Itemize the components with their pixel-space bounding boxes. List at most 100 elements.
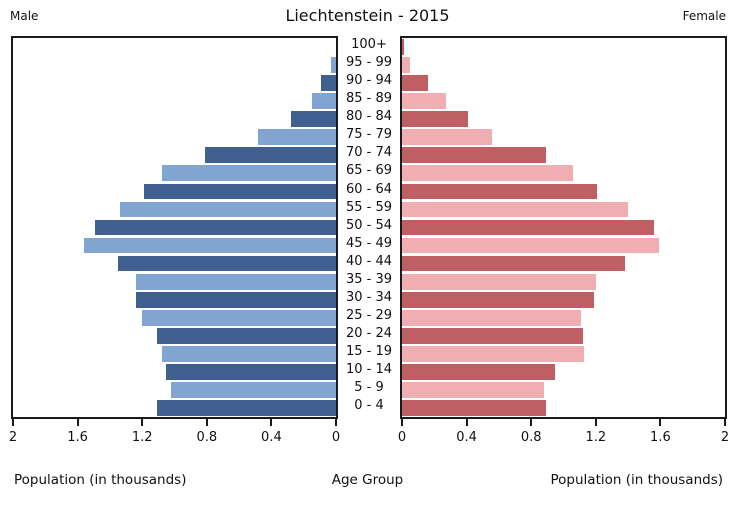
female-axis-ticks [401,419,726,427]
bar-female-70-74 [402,147,546,164]
bar-male-60-64 [143,183,336,200]
age-label-65-69: 65 - 69 [345,163,393,179]
bar-male-80-84 [290,111,336,128]
axis-tick [530,419,533,426]
age-label-0-4: 0 - 4 [354,398,384,414]
bar-female-55-59 [402,201,629,218]
age-label-50-54: 50 - 54 [345,217,393,233]
axis-tick-label: 0 [397,430,407,445]
bar-male-10-14 [166,363,336,380]
axis-tick-label: 1.2 [585,430,607,445]
bar-female-0-4 [402,400,546,416]
bar-female-65-69 [402,165,574,182]
age-label-10-14: 10 - 14 [345,361,393,377]
age-label-75-79: 75 - 79 [345,127,393,143]
age-label-30-34: 30 - 34 [345,289,393,305]
bar-female-10-14 [402,363,556,380]
female-plot-area [400,36,727,419]
age-label-40-44: 40 - 44 [345,253,393,269]
bar-female-90-94 [402,75,428,92]
axis-tick-label: 1.6 [67,430,88,445]
axis-tick [12,419,14,426]
age-label-70-74: 70 - 74 [345,145,393,161]
axis-tick [141,419,144,426]
bar-male-5-9 [171,382,336,398]
axis-tick [659,419,662,426]
bar-male-35-39 [135,273,336,290]
bar-male-55-59 [119,201,336,218]
bar-female-20-24 [402,327,583,344]
bar-female-40-44 [402,255,625,272]
female-axis-tick-labels: 0 0.4 0.8 1.2 1.6 2 [398,430,729,446]
bar-male-45-49 [84,237,336,254]
axis-tick [465,419,468,426]
bar-male-75-79 [258,129,336,146]
age-label-80-84: 80 - 84 [345,109,393,125]
axis-tick-label: 0.4 [456,430,477,445]
bar-female-85-89 [402,93,446,110]
axis-tick-label: 1.6 [650,430,671,445]
bar-female-35-39 [402,273,596,290]
female-side-label: Female [682,9,726,23]
male-axis-ticks [12,419,337,427]
age-label-60-64: 60 - 64 [345,181,393,197]
bar-male-40-44 [117,255,336,272]
bar-female-60-64 [402,183,598,200]
bar-male-25-29 [142,309,336,326]
bar-male-65-69 [161,165,336,182]
bar-male-95-99 [331,57,336,73]
bar-female-25-29 [402,309,582,326]
age-label-100+: 100+ [351,37,387,53]
age-label-95-99: 95 - 99 [345,55,393,71]
age-label-15-19: 15 - 19 [345,343,393,359]
age-label-35-39: 35 - 39 [345,271,393,287]
axis-tick-label: 0.4 [261,430,282,445]
bar-female-75-79 [402,129,493,146]
age-label-55-59: 55 - 59 [345,199,393,215]
age-group-labels-column: 100+ 95 - 99 90 - 94 85 - 89 80 - 84 75 - 79 7… [338,36,400,419]
axis-tick [205,419,208,426]
bar-female-95-99 [402,57,411,73]
bar-female-15-19 [402,345,585,362]
bar-female-50-54 [402,219,654,236]
right-axis-title: Population (in thousands) [550,472,723,488]
chart-title: Liechtenstein - 2015 [285,6,450,25]
left-axis-title: Population (in thousands) [14,472,187,488]
bar-male-15-19 [161,345,336,362]
axis-tick [335,419,337,426]
bar-male-20-24 [156,327,336,344]
axis-tick-label: 0 [331,430,341,445]
age-label-5-9: 5 - 9 [354,380,384,396]
axis-tick-label: 1.2 [131,430,153,445]
age-label-45-49: 45 - 49 [345,235,393,251]
bar-male-50-54 [95,219,336,236]
bar-male-0-4 [156,400,336,416]
axis-tick-label: 0.8 [196,430,218,445]
axis-tick [270,419,273,426]
bar-female-100+ [402,39,404,55]
axis-tick [724,419,726,426]
bar-female-80-84 [402,111,469,128]
age-label-85-89: 85 - 89 [345,91,393,107]
axis-tick [594,419,597,426]
bar-male-85-89 [311,93,336,110]
bar-male-30-34 [135,291,336,308]
bar-male-90-94 [321,75,336,92]
male-plot-area [11,36,338,419]
male-axis-tick-labels: 2 1.6 1.2 0.8 0.4 0 [9,430,340,446]
axis-tick [401,419,403,426]
bar-female-5-9 [402,382,545,398]
age-label-20-24: 20 - 24 [345,325,393,341]
bar-male-70-74 [205,147,336,164]
bar-female-30-34 [402,291,595,308]
axis-tick-label: 2 [720,430,730,445]
female-bars-container [402,38,725,417]
age-label-90-94: 90 - 94 [345,73,393,89]
axis-tick-label: 0.8 [520,430,542,445]
center-axis-title: Age Group [331,472,404,488]
bar-female-45-49 [402,237,659,254]
axis-tick [76,419,79,426]
male-side-label: Male [10,9,39,23]
male-bars-container [13,38,336,417]
